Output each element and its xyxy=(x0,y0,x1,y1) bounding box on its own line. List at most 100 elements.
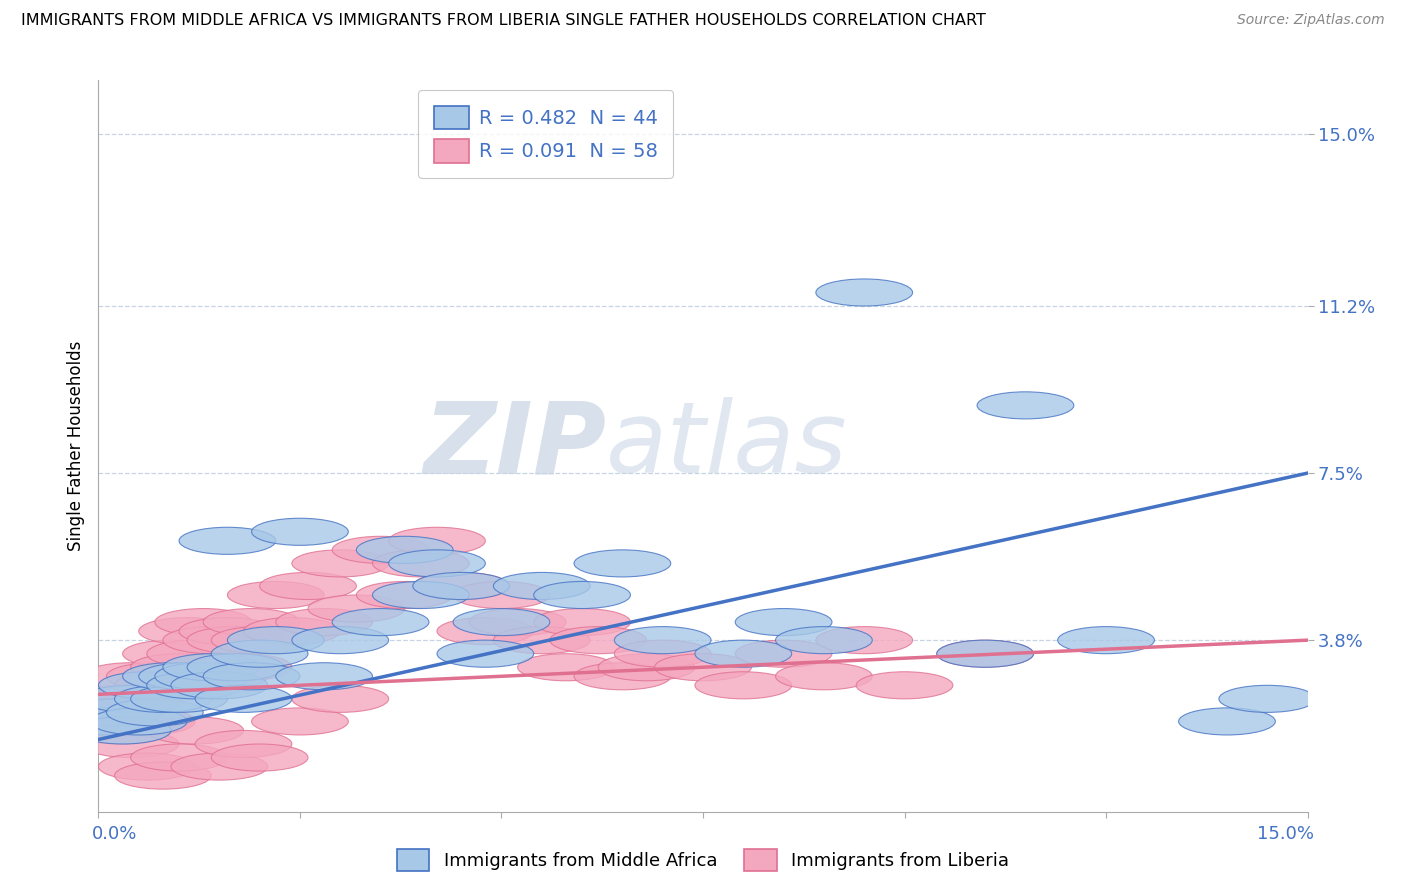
Ellipse shape xyxy=(735,608,832,636)
Ellipse shape xyxy=(332,608,429,636)
Ellipse shape xyxy=(413,573,509,599)
Ellipse shape xyxy=(75,717,172,744)
Ellipse shape xyxy=(187,654,284,681)
Ellipse shape xyxy=(332,536,429,564)
Ellipse shape xyxy=(146,717,243,744)
Ellipse shape xyxy=(1178,708,1275,735)
Ellipse shape xyxy=(614,626,711,654)
Ellipse shape xyxy=(977,392,1074,419)
Ellipse shape xyxy=(695,672,792,698)
Ellipse shape xyxy=(534,582,630,608)
Ellipse shape xyxy=(276,608,373,636)
Ellipse shape xyxy=(114,762,211,789)
Ellipse shape xyxy=(122,640,219,667)
Ellipse shape xyxy=(776,626,872,654)
Ellipse shape xyxy=(139,663,235,690)
Ellipse shape xyxy=(58,698,155,726)
Ellipse shape xyxy=(195,685,292,713)
Text: IMMIGRANTS FROM MIDDLE AFRICA VS IMMIGRANTS FROM LIBERIA SINGLE FATHER HOUSEHOLD: IMMIGRANTS FROM MIDDLE AFRICA VS IMMIGRA… xyxy=(21,13,986,29)
Ellipse shape xyxy=(655,654,751,681)
Ellipse shape xyxy=(179,527,276,554)
Ellipse shape xyxy=(90,685,187,713)
Ellipse shape xyxy=(292,549,388,577)
Ellipse shape xyxy=(292,626,388,654)
Ellipse shape xyxy=(413,573,509,599)
Ellipse shape xyxy=(187,626,284,654)
Ellipse shape xyxy=(172,663,267,690)
Ellipse shape xyxy=(211,626,308,654)
Ellipse shape xyxy=(131,744,228,771)
Ellipse shape xyxy=(292,685,388,713)
Legend: Immigrants from Middle Africa, Immigrants from Liberia: Immigrants from Middle Africa, Immigrant… xyxy=(389,842,1017,879)
Ellipse shape xyxy=(243,617,340,645)
Ellipse shape xyxy=(856,672,953,698)
Ellipse shape xyxy=(114,685,211,713)
Ellipse shape xyxy=(574,663,671,690)
Ellipse shape xyxy=(735,640,832,667)
Ellipse shape xyxy=(373,549,470,577)
Ellipse shape xyxy=(155,663,252,690)
Ellipse shape xyxy=(83,685,179,713)
Ellipse shape xyxy=(98,672,195,698)
Ellipse shape xyxy=(494,626,591,654)
Ellipse shape xyxy=(260,573,356,599)
Ellipse shape xyxy=(83,731,179,757)
Text: atlas: atlas xyxy=(606,398,848,494)
Ellipse shape xyxy=(388,549,485,577)
Ellipse shape xyxy=(453,582,550,608)
Ellipse shape xyxy=(614,640,711,667)
Ellipse shape xyxy=(146,672,243,698)
Ellipse shape xyxy=(695,640,792,667)
Ellipse shape xyxy=(517,654,614,681)
Ellipse shape xyxy=(195,731,292,757)
Ellipse shape xyxy=(437,640,534,667)
Ellipse shape xyxy=(98,753,195,780)
Y-axis label: Single Father Households: Single Father Households xyxy=(66,341,84,551)
Ellipse shape xyxy=(470,608,567,636)
Ellipse shape xyxy=(155,608,252,636)
Ellipse shape xyxy=(107,698,204,726)
Ellipse shape xyxy=(172,753,267,780)
Ellipse shape xyxy=(228,626,325,654)
Ellipse shape xyxy=(550,626,647,654)
Ellipse shape xyxy=(308,595,405,622)
Ellipse shape xyxy=(107,663,204,690)
Legend: R = 0.482  N = 44, R = 0.091  N = 58: R = 0.482 N = 44, R = 0.091 N = 58 xyxy=(419,90,673,178)
Ellipse shape xyxy=(776,663,872,690)
Ellipse shape xyxy=(131,654,228,681)
Ellipse shape xyxy=(356,536,453,564)
Ellipse shape xyxy=(90,708,187,735)
Ellipse shape xyxy=(114,672,211,698)
Ellipse shape xyxy=(163,626,260,654)
Ellipse shape xyxy=(211,744,308,771)
Ellipse shape xyxy=(211,640,308,667)
Ellipse shape xyxy=(131,685,228,713)
Ellipse shape xyxy=(534,608,630,636)
Ellipse shape xyxy=(139,617,235,645)
Ellipse shape xyxy=(204,663,299,690)
Ellipse shape xyxy=(936,640,1033,667)
Ellipse shape xyxy=(276,663,373,690)
Text: ZIP: ZIP xyxy=(423,398,606,494)
Ellipse shape xyxy=(437,617,534,645)
Ellipse shape xyxy=(453,608,550,636)
Ellipse shape xyxy=(494,573,591,599)
Ellipse shape xyxy=(172,672,267,698)
Ellipse shape xyxy=(122,663,219,690)
Ellipse shape xyxy=(936,640,1033,667)
Text: 15.0%: 15.0% xyxy=(1257,825,1313,843)
Ellipse shape xyxy=(574,549,671,577)
Ellipse shape xyxy=(195,654,292,681)
Ellipse shape xyxy=(388,527,485,554)
Text: Source: ZipAtlas.com: Source: ZipAtlas.com xyxy=(1237,13,1385,28)
Ellipse shape xyxy=(98,708,195,735)
Ellipse shape xyxy=(1219,685,1316,713)
Ellipse shape xyxy=(66,685,163,713)
Ellipse shape xyxy=(373,582,470,608)
Ellipse shape xyxy=(228,582,325,608)
Ellipse shape xyxy=(815,626,912,654)
Ellipse shape xyxy=(252,708,349,735)
Ellipse shape xyxy=(75,717,172,744)
Ellipse shape xyxy=(58,708,155,735)
Ellipse shape xyxy=(179,617,276,645)
